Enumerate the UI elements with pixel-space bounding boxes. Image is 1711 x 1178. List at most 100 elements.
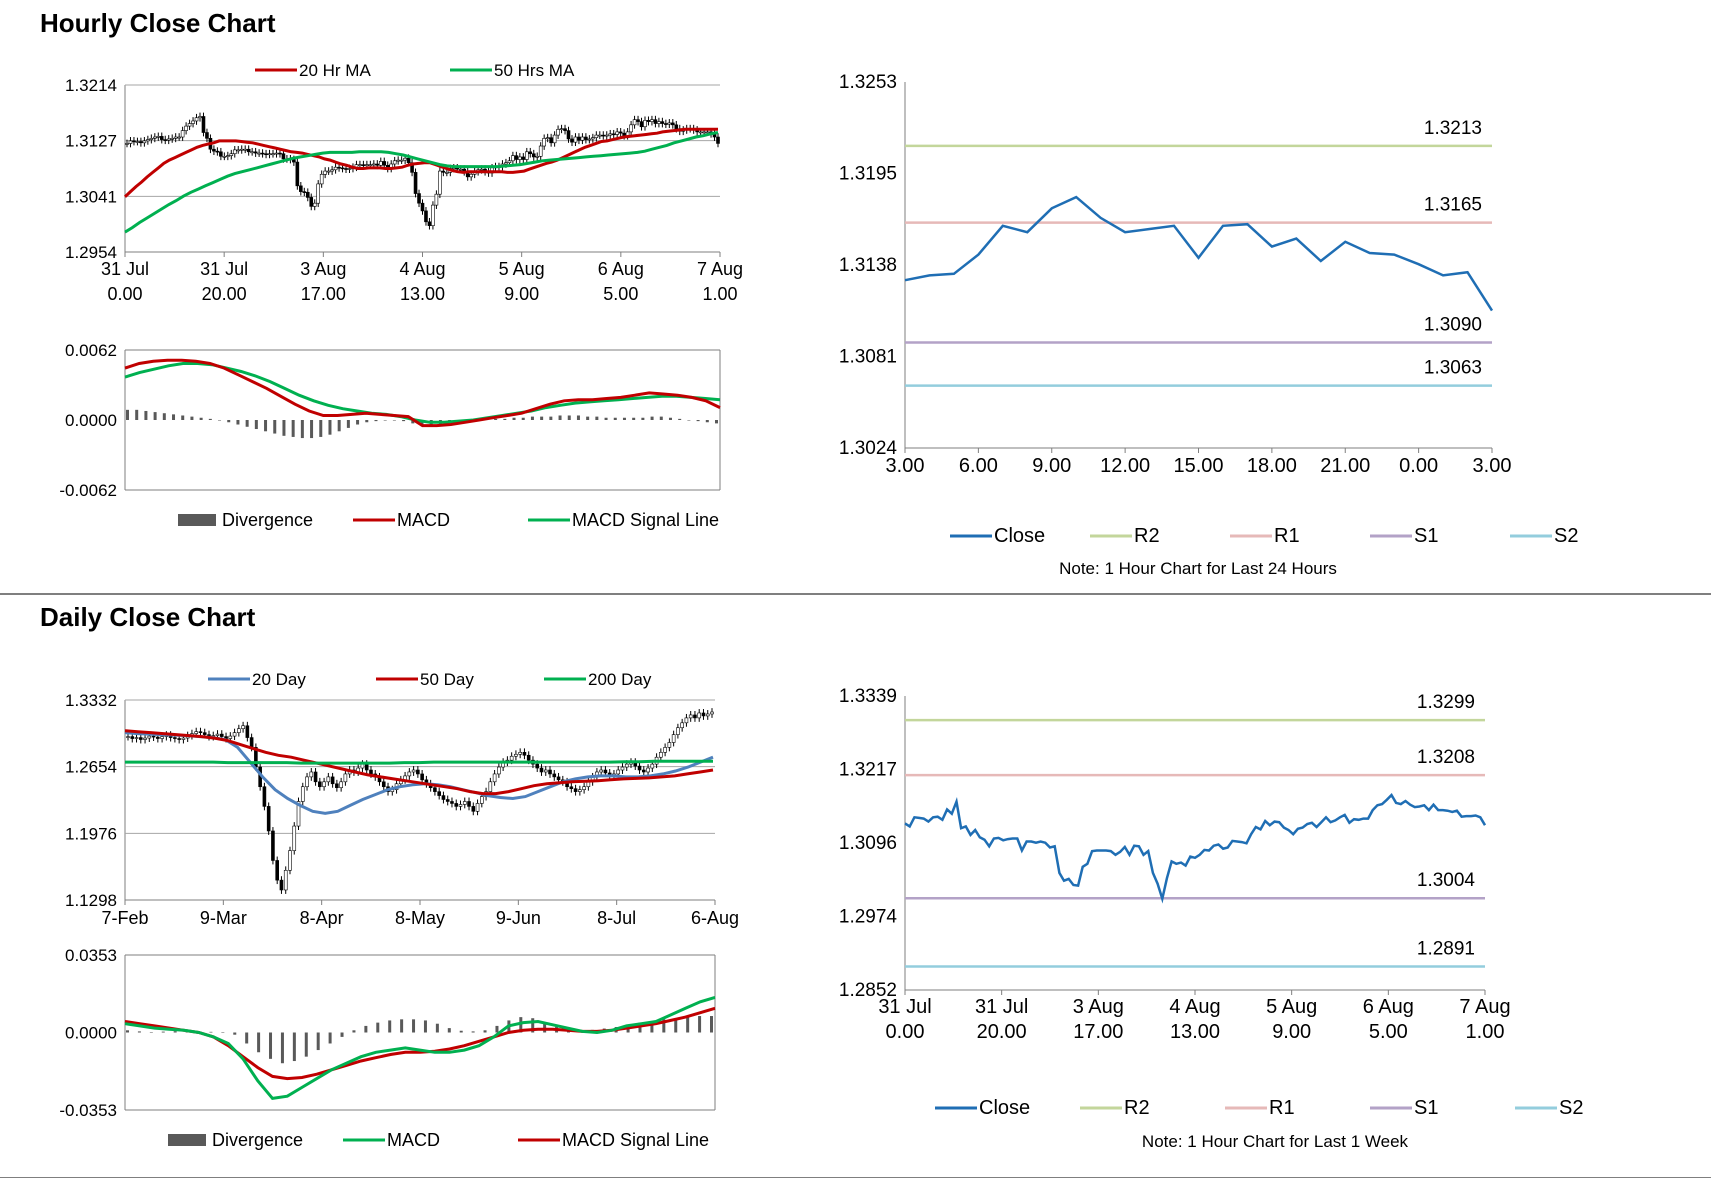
legend-label: MACD Signal Line [572,510,719,530]
divergence-bar [659,416,663,420]
legend-label: S1 [1414,1097,1438,1119]
divergence-bar [400,1019,404,1033]
candle-body [215,733,220,736]
candle-body [177,738,181,740]
candle-body [236,149,241,152]
legend-swatch [168,1134,206,1146]
candle-body [392,160,397,165]
candle-body [335,783,339,789]
candle-body [151,735,156,738]
candle-body [584,136,588,140]
candle-body [264,153,268,156]
divergence-bar [622,417,626,420]
candle-body [542,138,546,147]
candle-body [138,737,143,740]
divergence-bar [423,1020,427,1033]
divergence-bar [218,420,222,421]
candle-body [305,776,309,788]
candle-body [300,786,305,802]
candle-body [507,160,512,164]
divergence-bar [471,1031,475,1033]
y-tick-label: -0.0353 [59,1101,117,1120]
divergence-bar [632,417,636,420]
x-tick-label: 5.00 [1369,1021,1408,1043]
candle-body [309,197,314,207]
level-r1-label: 1.3208 [1417,747,1475,768]
candle-body [587,138,592,141]
candle-body [431,204,435,226]
candle-body [406,157,411,164]
candle-body [249,737,254,748]
candle-body [271,153,275,156]
x-tick-label: 8-May [395,908,445,928]
candle-body [313,771,318,783]
divergence-bar [662,1019,666,1033]
x-tick-label: 31 Jul [975,996,1028,1018]
candle-body [504,162,508,165]
divergence-bar [411,420,415,424]
candle-body [299,185,303,192]
candle-body [511,155,515,162]
divergence-bar [282,420,286,436]
candle-body [618,131,623,134]
x-tick-label: 3 Aug [300,259,346,279]
candle-body [260,152,265,155]
candle-body [650,119,654,122]
y-tick-label: 1.3332 [65,691,117,710]
candle-body [243,148,247,151]
candle-body [480,796,484,804]
candle-body [514,753,518,757]
ma-50day-line [124,729,714,796]
y-tick-label: 1.3081 [839,347,897,368]
divergence-bar [650,416,654,420]
macd-line [124,358,721,428]
divergence-bar [549,416,553,420]
candle-body [639,121,644,128]
candle-body [292,825,297,851]
candle-body [514,155,519,160]
candle-body [281,153,286,160]
candle-body [177,136,181,139]
candle-body [445,172,449,174]
candle-body [143,737,147,740]
divergence-bar [153,412,157,420]
candle-body [433,787,437,792]
divergence-bar [531,1018,535,1033]
legend-label: S1 [1414,525,1438,547]
divergence-bar [586,416,590,420]
candle-body [438,170,442,195]
candle-body [215,150,220,153]
candle-body [323,170,327,175]
y-tick-label: 1.3195 [839,164,897,185]
candle-body [173,737,177,739]
candle-body [399,159,404,162]
candle-body [361,164,366,166]
candle-body [693,714,697,719]
candle-body [381,781,386,788]
candle-body [194,731,199,734]
candle-body [427,221,432,226]
candle-body [279,879,284,891]
candle-body [302,191,307,193]
candle-body [569,786,574,789]
y-tick-label: 0.0353 [65,946,117,965]
level-r2-label: 1.3299 [1417,692,1475,713]
x-tick-label: 20.00 [977,1021,1027,1043]
candle-body [322,781,326,788]
divergence-bar [236,420,240,425]
divergence-bar [447,1028,451,1033]
candle-body [318,781,322,788]
candle-body [134,737,139,739]
divergence-bar [459,1030,463,1033]
candle-body [360,763,365,769]
candle-body [153,136,157,139]
candle-body [420,773,424,781]
candle-body [492,773,497,783]
candle-body [716,136,720,144]
divergence-bar [696,420,700,422]
level-s2-label: 1.2891 [1417,938,1475,959]
y-tick-label: 1.3217 [839,760,897,781]
hourly-macd-chart: 0.0062 0.0000 -0.0062 Divergence MACD MACD Si… [59,341,721,530]
